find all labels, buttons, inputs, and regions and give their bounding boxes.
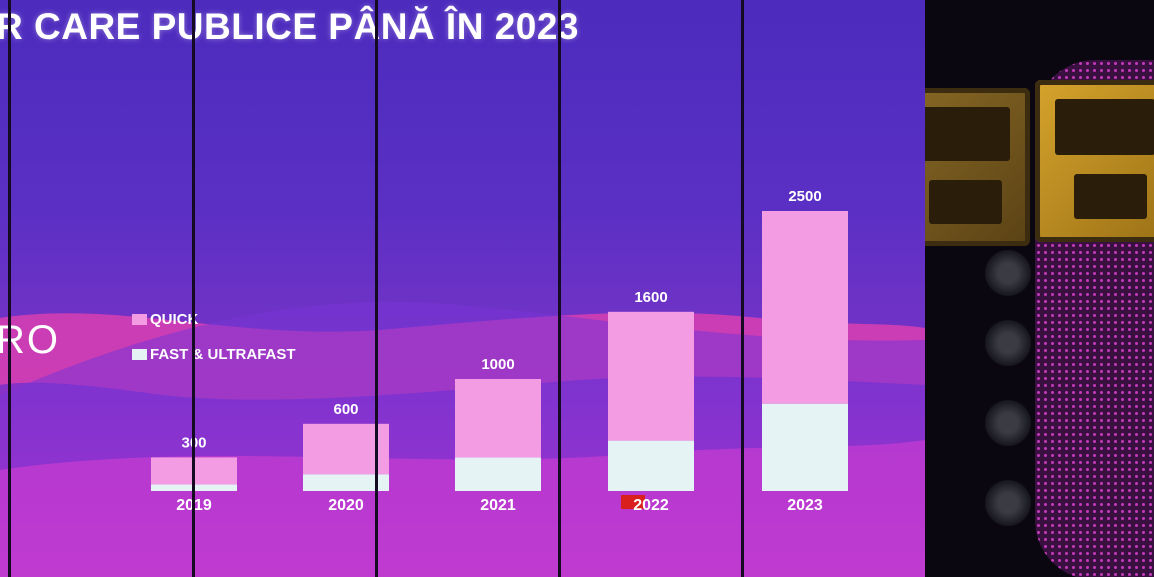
bar-fast-ultrafast-2023 xyxy=(762,403,848,491)
bar-quick-2022 xyxy=(608,311,694,441)
speaker-port xyxy=(929,179,1002,224)
legend-swatch-quick xyxy=(132,314,147,325)
data-label-2023: 2500 xyxy=(788,188,821,205)
data-label-2022: 1600 xyxy=(634,289,667,306)
stacked-bar-chart: 30020196002020100020211600202225002023 xyxy=(151,188,848,514)
stage-light-fixture xyxy=(985,250,1031,296)
bar-quick-2021 xyxy=(455,379,541,458)
x-tick-label-2023: 2023 xyxy=(787,497,823,514)
screen-panel-seam xyxy=(375,0,378,577)
screen-panel-seam xyxy=(8,0,11,577)
screen-panel-seam xyxy=(741,0,744,577)
x-tick-label-2022: 2022 xyxy=(633,497,669,514)
slide-title: R CARE PUBLICE PÂNĂ ÎN 2023 xyxy=(0,6,580,47)
speaker-horn xyxy=(1054,99,1154,155)
legend-label-fast-ultrafast: FAST & ULTRAFAST xyxy=(150,346,296,363)
stage-light-fixture xyxy=(985,320,1031,366)
x-tick-label-2021: 2021 xyxy=(480,497,516,514)
highlight-mark-2022 xyxy=(621,495,645,509)
stage-background xyxy=(925,0,1154,577)
screen-panel-seam xyxy=(558,0,561,577)
speaker-left xyxy=(925,88,1030,246)
data-label-2021: 1000 xyxy=(481,356,514,373)
legend-swatch-fast-ultrafast xyxy=(132,349,147,360)
speaker-right xyxy=(1035,80,1154,242)
screen-panel-seam xyxy=(192,0,195,577)
speaker-port xyxy=(1074,173,1147,220)
bar-fast-ultrafast-2021 xyxy=(455,457,541,491)
legend-label-quick: QUICK xyxy=(150,311,199,328)
x-tick-label-2020: 2020 xyxy=(328,497,364,514)
speaker-horn xyxy=(925,106,1011,161)
bar-quick-2020 xyxy=(303,423,389,475)
bar-quick-2023 xyxy=(762,211,848,404)
legend-item-fast-ultrafast: FAST & ULTRAFAST xyxy=(132,346,296,363)
legend-item-quick: QUICK xyxy=(132,311,198,328)
stage-light-fixture xyxy=(985,400,1031,446)
data-label-2020: 600 xyxy=(333,401,358,418)
bar-fast-ultrafast-2022 xyxy=(608,440,694,491)
stage-light-fixture xyxy=(985,480,1031,526)
bar-fast-ultrafast-2020 xyxy=(303,474,389,491)
